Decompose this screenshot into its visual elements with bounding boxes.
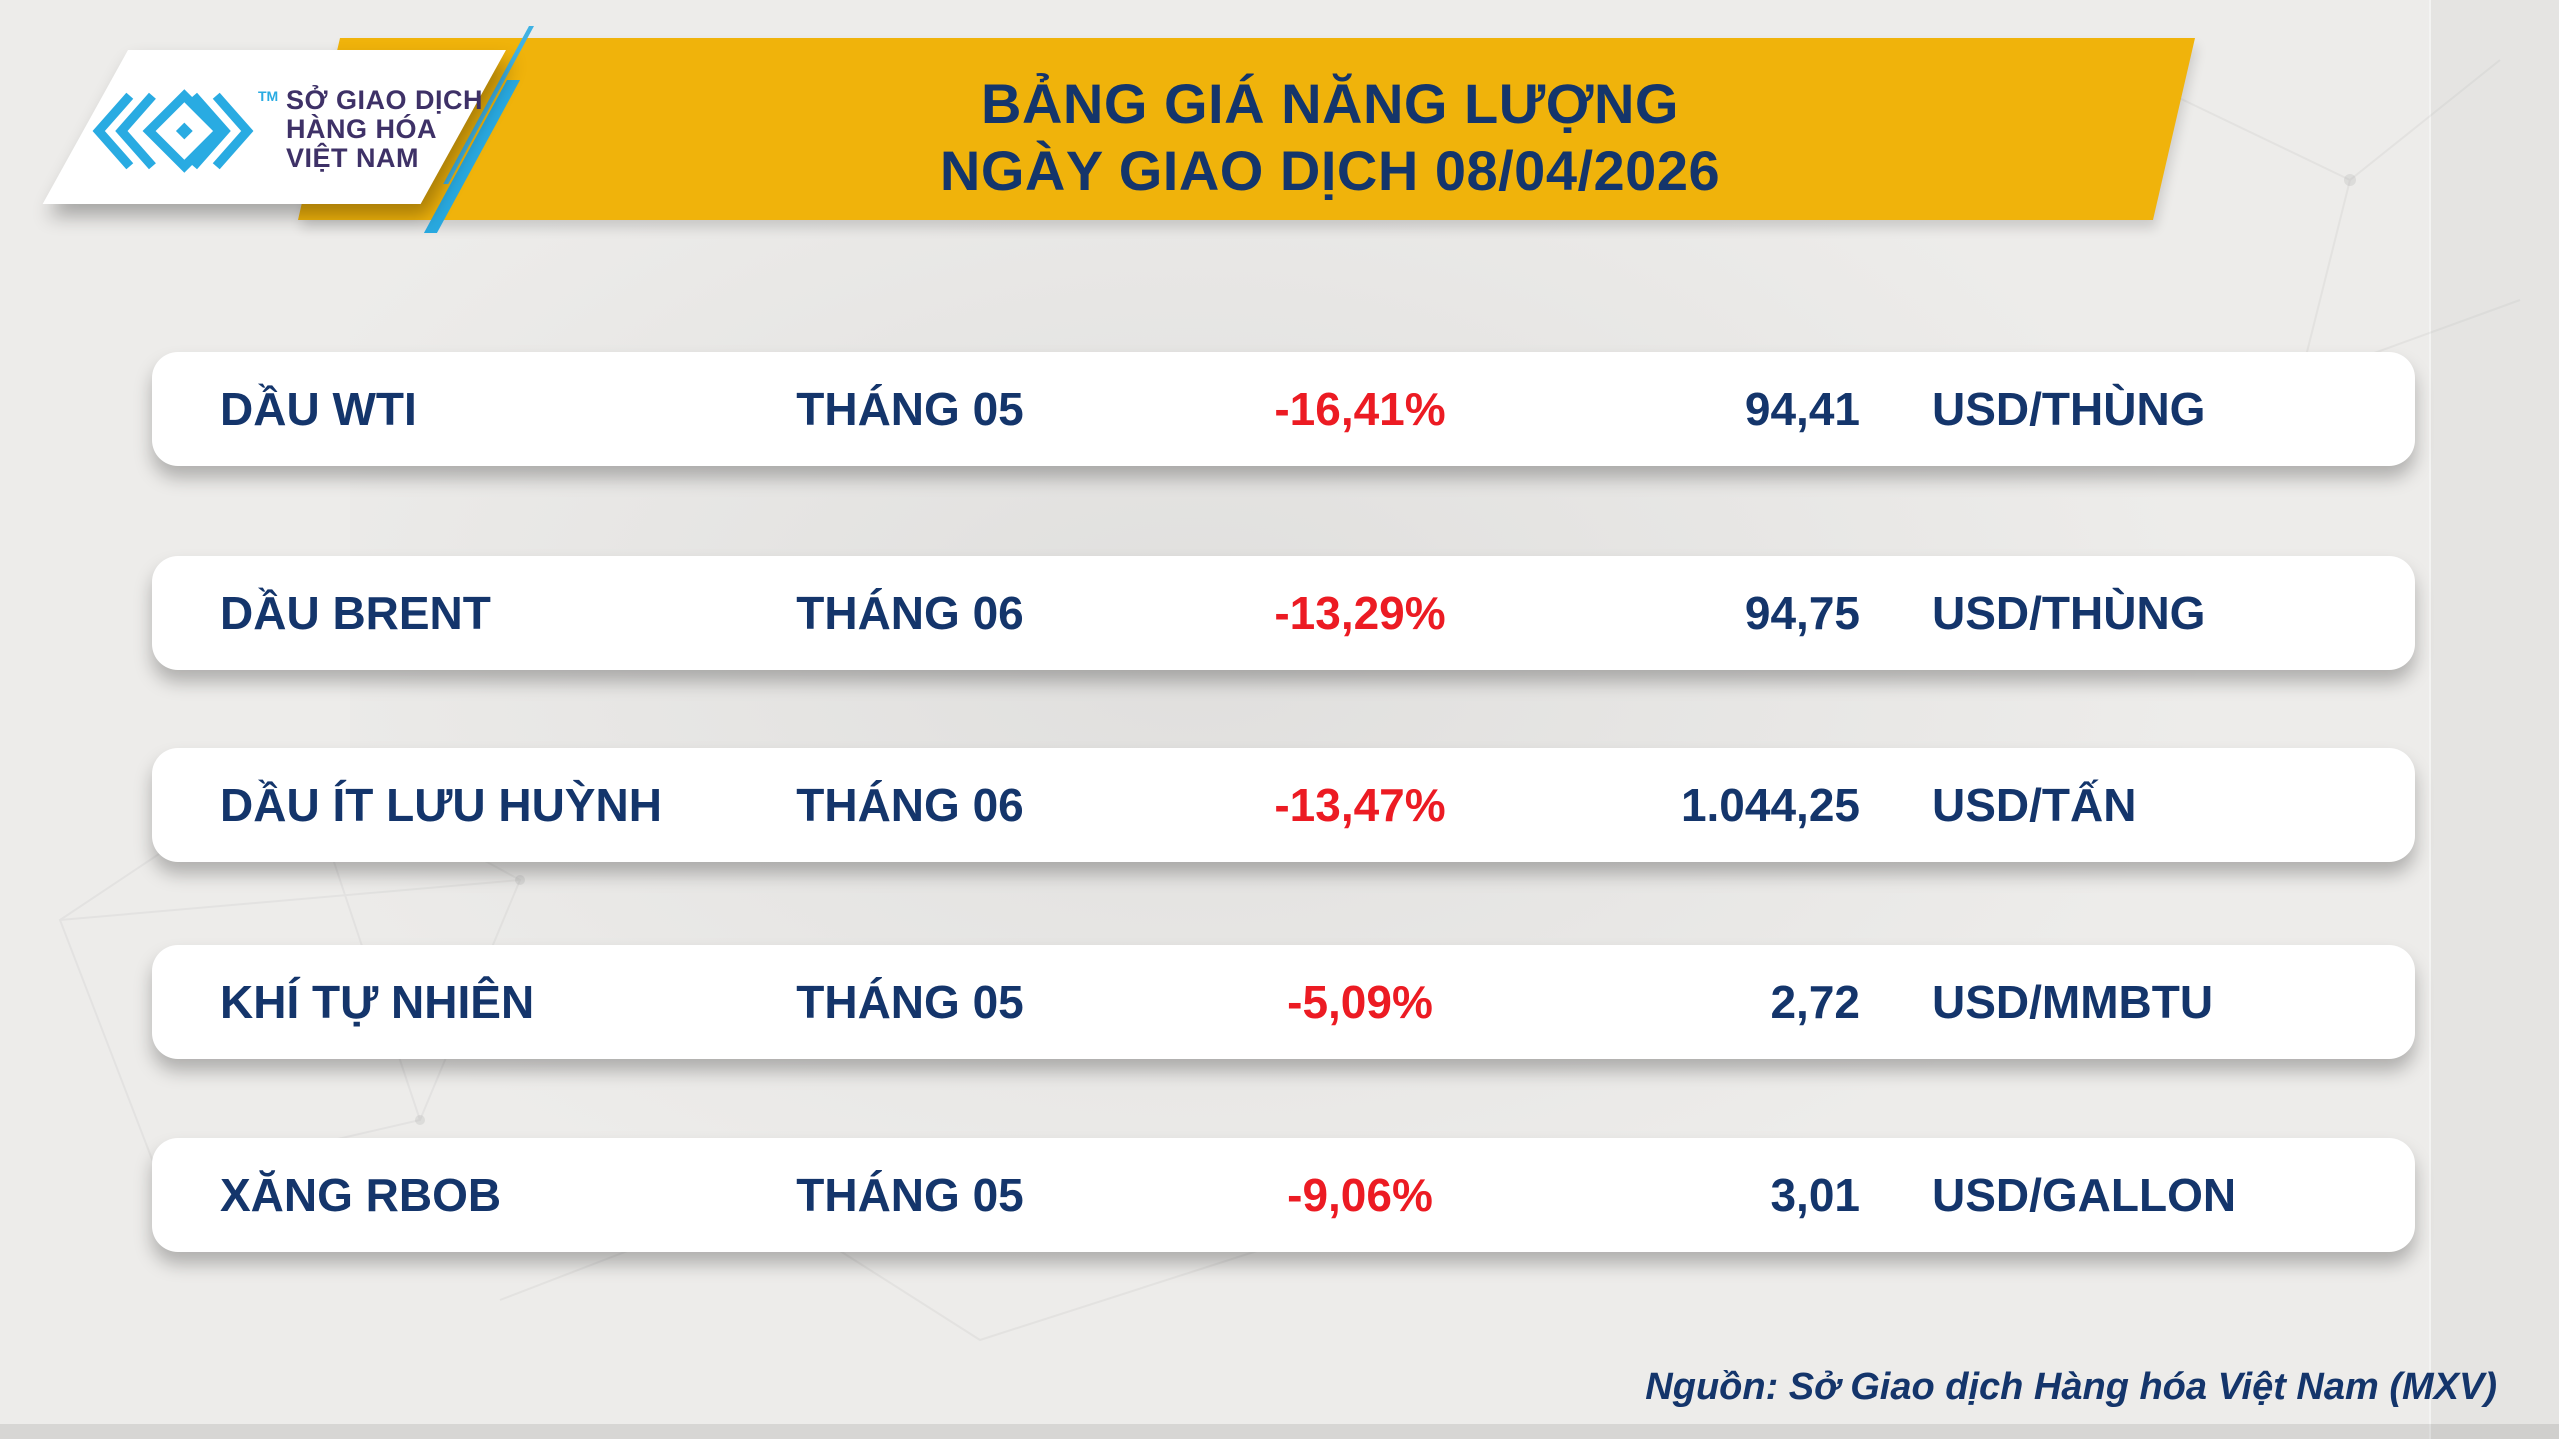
change-percent: -16,41%: [1274, 383, 1446, 435]
price-value: 3,01: [1770, 1169, 1860, 1221]
commodity-name: DẦU BRENT: [220, 587, 491, 639]
logo-org-name: SỞ GIAO DỊCH HÀNG HÓA VIỆT NAM: [286, 86, 483, 173]
logo-org-line1: SỞ GIAO DỊCH: [286, 85, 484, 115]
price-unit: USD/THÙNG: [1932, 587, 2206, 639]
contract-month: THÁNG 05: [796, 1169, 1024, 1221]
price-value: 94,41: [1744, 383, 1860, 435]
change-percent: -13,47%: [1274, 779, 1446, 831]
change-percent: -13,29%: [1274, 587, 1446, 639]
contract-month: THÁNG 05: [796, 383, 1024, 435]
commodity-name: DẦU ÍT LƯU HUỲNH: [220, 779, 662, 831]
commodity-name: KHÍ TỰ NHIÊN: [220, 976, 535, 1028]
price-unit: USD/THÙNG: [1932, 383, 2206, 435]
commodity-name: XĂNG RBOB: [220, 1169, 502, 1221]
price-unit: USD/GALLON: [1932, 1169, 2237, 1221]
contract-month: THÁNG 06: [796, 779, 1024, 831]
mxv-logo: TM SỞ GIAO DỊCH HÀNG HÓA VIỆT NAM: [90, 84, 520, 184]
logo-org-line2: HÀNG HÓA: [286, 114, 437, 144]
change-percent: -9,06%: [1287, 1169, 1433, 1221]
price-value: 1.044,25: [1680, 779, 1860, 831]
change-percent: -5,09%: [1287, 976, 1433, 1028]
price-unit: USD/MMBTU: [1932, 976, 2214, 1028]
trademark-symbol: TM: [258, 88, 279, 104]
page-title-line2: NGÀY GIAO DỊCH 08/04/2026: [939, 139, 1721, 202]
page-title-line1: BẢNG GIÁ NĂNG LƯỢNG: [981, 72, 1679, 135]
price-unit: USD/TẤN: [1932, 779, 2137, 831]
logo-org-line3: VIỆT NAM: [286, 143, 420, 173]
background-bottom-strip: [0, 1424, 2559, 1439]
table-row: DẦU BRENT THÁNG 06 -13,29% 94,75 USD/THÙ…: [152, 556, 2415, 670]
price-value: 94,75: [1744, 587, 1860, 639]
contract-month: THÁNG 05: [796, 976, 1024, 1028]
table-row: DẦU ÍT LƯU HUỲNH THÁNG 06 -13,47% 1.044,…: [152, 748, 2415, 862]
background-right-band: [2429, 0, 2559, 1439]
mxv-logo-icon: [92, 89, 254, 173]
table-row: XĂNG RBOB THÁNG 05 -9,06% 3,01 USD/GALLO…: [152, 1138, 2415, 1252]
price-value: 2,72: [1770, 976, 1860, 1028]
table-row: DẦU WTI THÁNG 05 -16,41% 94,41 USD/THÙNG: [152, 352, 2415, 466]
source-note: Nguồn: Sở Giao dịch Hàng hóa Việt Nam (M…: [1645, 1366, 2497, 1408]
page-title: BẢNG GIÁ NĂNG LƯỢNG NGÀY GIAO DỊCH 08/04…: [320, 70, 2340, 204]
table-row: KHÍ TỰ NHIÊN THÁNG 05 -5,09% 2,72 USD/MM…: [152, 945, 2415, 1059]
contract-month: THÁNG 06: [796, 587, 1024, 639]
commodity-name: DẦU WTI: [220, 383, 417, 435]
